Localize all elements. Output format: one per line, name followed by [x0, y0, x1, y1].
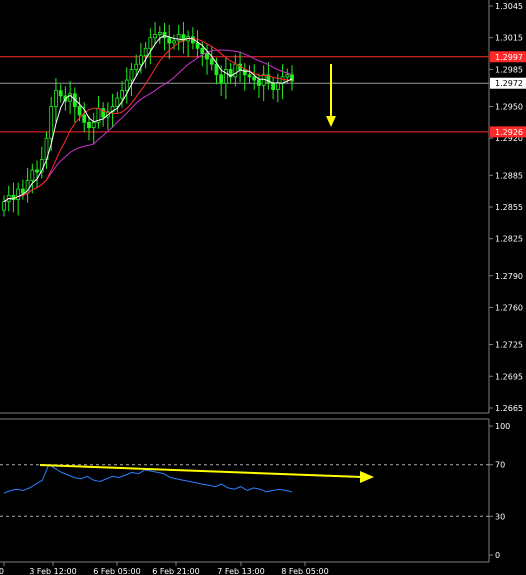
candle: [148, 28, 153, 65]
candle: [167, 25, 172, 59]
candle: [54, 77, 58, 123]
mid-moving-average-line: [3, 37, 293, 203]
candle: [39, 146, 44, 179]
candlestick-series: [2, 21, 294, 217]
candle: [96, 95, 101, 129]
indicator-panel-frame: [0, 418, 490, 563]
candle: [271, 76, 276, 100]
fast-moving-average-line: [3, 35, 293, 203]
candle: [176, 25, 181, 51]
main-panel-frame: [0, 0, 490, 414]
candle: [124, 67, 129, 104]
candle: [181, 21, 186, 54]
candle: [35, 160, 39, 188]
candle: [2, 195, 6, 217]
candle: [115, 91, 120, 113]
time-tick-label: 00: [0, 567, 4, 575]
candle: [139, 43, 143, 74]
candle: [261, 65, 266, 102]
time-tick-label: 8 Feb 05:00: [281, 567, 328, 575]
candle: [72, 87, 77, 123]
price-tick-label: 1.2985: [495, 65, 523, 74]
candle: [252, 64, 257, 90]
time-tick-label: 3 Feb 12:00: [29, 567, 76, 575]
price-tick-label: 1.2695: [495, 372, 523, 381]
candle: [20, 179, 25, 200]
moving-averages: [3, 35, 293, 203]
candle: [82, 102, 87, 132]
indicator-line: [3, 463, 293, 494]
svg-text:1.2997: 1.2997: [495, 53, 523, 62]
candle: [205, 44, 209, 75]
price-tick-label: 1.2790: [495, 272, 523, 281]
candle: [157, 26, 162, 45]
candle: [257, 73, 261, 99]
candle: [186, 30, 191, 57]
price-tick-label: 1.2950: [495, 103, 523, 112]
indicator-tick-label: 0: [495, 551, 500, 560]
svg-text:1.2972: 1.2972: [495, 79, 523, 88]
slow-moving-average-line: [3, 49, 293, 203]
price-tick-label: 1.2665: [495, 404, 523, 413]
candle: [120, 81, 124, 108]
candle: [224, 56, 228, 100]
candle: [153, 21, 157, 45]
candle: [16, 182, 21, 216]
price-tick-label: 1.2725: [495, 341, 523, 350]
price-tick-label: 1.3045: [495, 2, 523, 11]
candle: [87, 116, 91, 141]
candle: [68, 81, 72, 114]
trendline-arrow-annotation[interactable]: [39, 464, 374, 483]
resistance-price-tag: 1.2997: [490, 51, 526, 63]
price-tick-label: 1.2760: [495, 304, 523, 313]
candle: [143, 41, 148, 69]
price-tick-label: 1.2855: [495, 203, 523, 212]
candle: [247, 65, 252, 84]
candle: [129, 63, 134, 96]
candle: [290, 65, 294, 91]
svg-text:1.2926: 1.2926: [495, 128, 523, 137]
indicator-tick-label: 70: [495, 461, 505, 470]
candle: [58, 84, 63, 103]
current-price-tag: 1.2972: [490, 77, 526, 89]
candle: [91, 112, 96, 144]
price-axis: 1.3045 1.3015 1.2985 1.2950 1.2920 1.2885 1.28…: [489, 2, 523, 413]
indicator-tick-label: 30: [495, 512, 505, 521]
time-tick-label: 7 Feb 13:00: [217, 567, 264, 575]
candle: [30, 163, 35, 194]
candle: [195, 30, 200, 58]
candle: [280, 64, 285, 100]
candle: [25, 167, 30, 203]
price-tick-label: 1.2885: [495, 171, 523, 180]
down-arrow-annotation[interactable]: [326, 64, 336, 127]
candle: [242, 63, 247, 91]
candle: [101, 102, 106, 127]
candle: [228, 63, 233, 84]
price-tick-label: 1.2825: [495, 235, 523, 244]
time-tick-label: 6 Feb 21:00: [152, 567, 199, 575]
indicator-axis: 100 70 30 0: [489, 422, 510, 560]
time-axis: 00 3 Feb 12:00 6 Feb 05:00 6 Feb 21:00 7 Feb…: [0, 562, 329, 575]
indicator-tick-label: 100: [495, 422, 510, 431]
price-tick-label: 1.3015: [495, 34, 523, 43]
support-price-tag: 1.2926: [490, 126, 526, 138]
candle: [11, 182, 16, 213]
time-tick-label: 6 Feb 05:00: [93, 567, 140, 575]
candle: [134, 54, 139, 76]
candle: [233, 54, 238, 87]
price-tick-label: 1.2920: [495, 134, 523, 143]
